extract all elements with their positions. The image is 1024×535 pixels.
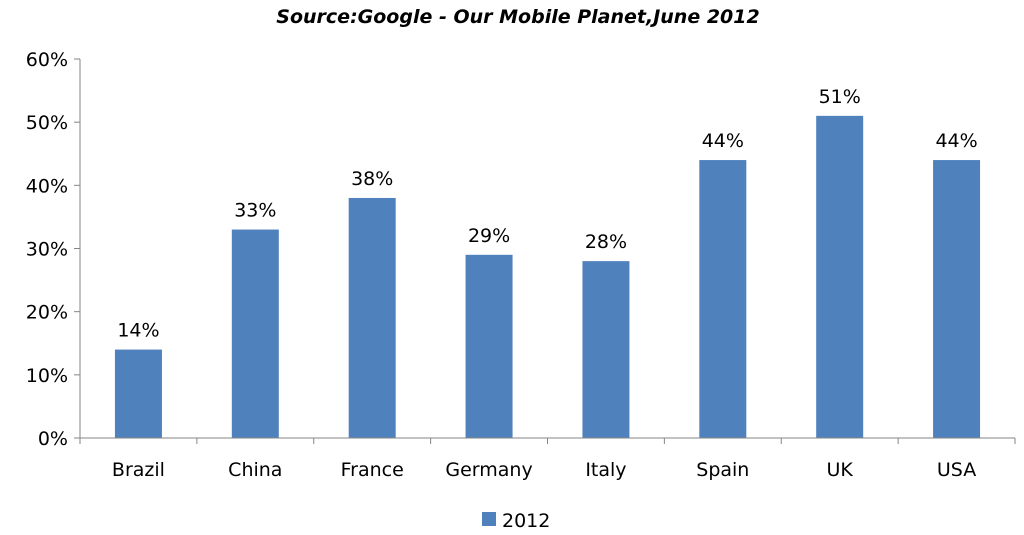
bar bbox=[465, 254, 513, 438]
x-axis-categories: Brazil China France Germany Italy Spain UK USA bbox=[112, 459, 976, 481]
data-labels: 14% 33% 38% 29% 28% 44% 51% 44% bbox=[117, 86, 977, 342]
axes bbox=[79, 59, 1016, 444]
bars bbox=[114, 115, 981, 439]
data-label: 44% bbox=[702, 130, 744, 152]
x-category-label: USA bbox=[937, 459, 976, 481]
bar bbox=[933, 160, 981, 439]
y-tick-label: 0% bbox=[38, 428, 68, 450]
x-category-label: China bbox=[228, 459, 282, 481]
y-tick-label: 30% bbox=[26, 239, 68, 261]
y-tick-label: 50% bbox=[26, 112, 68, 134]
data-label: 28% bbox=[585, 231, 627, 253]
y-tick-label: 60% bbox=[26, 49, 68, 71]
x-category-label: UK bbox=[827, 459, 854, 481]
legend: 2012 bbox=[482, 510, 550, 532]
data-label: 29% bbox=[468, 225, 510, 247]
x-category-label: France bbox=[341, 459, 404, 481]
x-category-label: Italy bbox=[585, 459, 626, 481]
bar bbox=[582, 261, 630, 438]
y-tick-label: 20% bbox=[26, 302, 68, 324]
y-tick-label: 10% bbox=[26, 365, 68, 387]
bar bbox=[231, 229, 279, 438]
x-category-label: Brazil bbox=[112, 459, 165, 481]
chart-title: Source:Google - Our Mobile Planet,June 2… bbox=[276, 6, 759, 28]
data-label: 33% bbox=[234, 200, 276, 222]
x-category-label: Germany bbox=[445, 459, 532, 481]
data-label: 14% bbox=[117, 320, 159, 342]
legend-swatch bbox=[482, 512, 496, 526]
bar bbox=[114, 349, 162, 438]
legend-label: 2012 bbox=[502, 510, 550, 532]
data-label: 51% bbox=[819, 86, 861, 108]
bar bbox=[816, 115, 864, 438]
x-category-label: Spain bbox=[696, 459, 749, 481]
data-label: 38% bbox=[351, 168, 393, 190]
bar bbox=[699, 160, 747, 439]
y-tick-label: 40% bbox=[26, 175, 68, 197]
bar bbox=[348, 197, 396, 438]
data-label: 44% bbox=[935, 130, 977, 152]
y-axis-ticks: 0% 10% 20% 30% 40% 50% 60% bbox=[26, 49, 80, 450]
